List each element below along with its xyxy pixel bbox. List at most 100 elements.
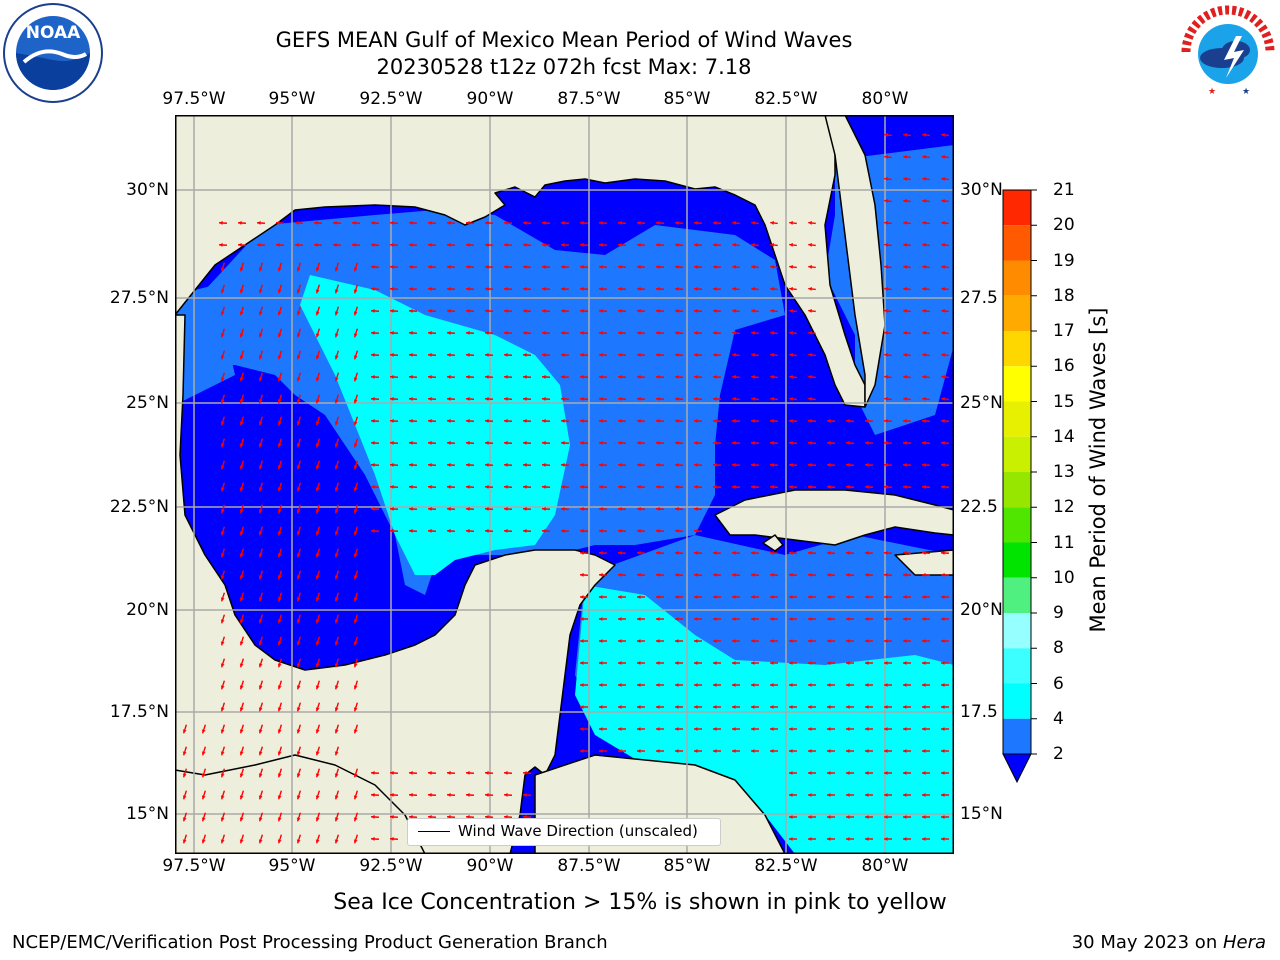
wind-wave-arrowhead <box>315 685 320 690</box>
wind-wave-arrowhead <box>296 773 301 778</box>
wind-wave-arrowhead <box>504 507 508 511</box>
wind-wave-arrowhead <box>334 839 339 844</box>
wind-wave-arrowhead <box>466 353 470 357</box>
wind-wave-arrowhead <box>447 309 451 313</box>
wind-wave-arrowhead <box>315 289 320 294</box>
wind-wave-arrowhead <box>789 617 793 621</box>
wind-wave-arrowhead <box>694 397 698 401</box>
wind-wave-arrowhead <box>694 441 698 445</box>
map-legend: Wind Wave Direction (unscaled) <box>407 818 721 846</box>
wind-wave-arrowhead <box>903 265 907 269</box>
wind-wave-arrowhead <box>353 707 358 712</box>
wind-wave-arrowhead <box>618 419 622 423</box>
wind-wave-arrowhead <box>219 243 223 247</box>
wind-wave-arrowhead <box>732 463 736 467</box>
wind-wave-arrowhead <box>618 727 622 731</box>
footer-credit: NCEP/EMC/Verification Post Processing Pr… <box>12 932 608 953</box>
wind-wave-arrowhead <box>428 287 432 291</box>
wind-wave-arrowhead <box>277 311 282 316</box>
wind-wave-arrowhead <box>353 465 358 470</box>
wind-wave-arrowhead <box>599 639 603 643</box>
wind-wave-arrowhead <box>732 309 736 313</box>
wind-wave-arrowhead <box>941 837 945 841</box>
wind-wave-arrowhead <box>447 375 451 379</box>
wind-wave-arrowhead <box>751 485 755 489</box>
chart-subtitle: 20230528 t12z 072h fcst Max: 7.18 <box>376 55 752 79</box>
wind-wave-arrowhead <box>846 683 850 687</box>
wind-wave-arrowhead <box>485 221 489 225</box>
wind-wave-arrowhead <box>865 705 869 709</box>
wind-wave-arrowhead <box>808 815 812 819</box>
wind-wave-arrowhead <box>428 419 432 423</box>
wind-wave-arrowhead <box>239 619 244 624</box>
wind-wave-arrowhead <box>770 727 774 731</box>
wind-wave-arrowhead <box>485 397 489 401</box>
wind-wave-arrowhead <box>656 265 660 269</box>
wind-wave-arrowhead <box>239 487 244 492</box>
wind-wave-arrowhead <box>789 749 793 753</box>
wind-wave-arrowhead <box>220 553 225 558</box>
wind-wave-arrowhead <box>523 353 527 357</box>
wind-wave-arrowhead <box>466 265 470 269</box>
wind-wave-arrowhead <box>542 507 546 511</box>
wind-wave-arrowhead <box>258 399 263 404</box>
lat-label-left: 25°N <box>126 393 169 413</box>
wind-wave-arrowhead <box>599 573 603 577</box>
wind-wave-arrowhead <box>428 771 432 775</box>
wind-wave-arrowhead <box>789 727 793 731</box>
wind-wave-arrowhead <box>922 639 926 643</box>
wind-wave-arrowhead <box>277 487 282 492</box>
wind-wave-arrowhead <box>789 287 793 291</box>
wind-wave-arrowhead <box>789 375 793 379</box>
wind-wave-arrowhead <box>390 221 394 225</box>
wind-wave-arrowhead <box>846 617 850 621</box>
wind-wave-arrowhead <box>770 485 774 489</box>
wind-wave-arrowhead <box>334 817 339 822</box>
wind-wave-arrowhead <box>523 419 527 423</box>
wind-wave-arrowhead <box>637 485 641 489</box>
wind-wave-arrowhead <box>827 793 831 797</box>
wind-wave-arrowhead <box>580 265 584 269</box>
wind-wave-arrowhead <box>618 595 622 599</box>
wind-wave-arrowhead <box>580 397 584 401</box>
wind-wave-arrowhead <box>922 199 926 203</box>
wind-wave-arrowhead <box>884 485 888 489</box>
wind-wave-arrowhead <box>504 419 508 423</box>
wind-wave-arrowhead <box>903 639 907 643</box>
wind-wave-arrowhead <box>656 551 660 555</box>
wind-wave-arrowhead <box>466 397 470 401</box>
wind-wave-arrowhead <box>922 133 926 137</box>
wind-wave-arrowhead <box>770 683 774 687</box>
wind-wave-arrowhead <box>675 507 679 511</box>
wind-wave-arrowhead <box>808 595 812 599</box>
land-isle-of-youth <box>762 534 784 552</box>
wind-wave-arrowhead <box>428 265 432 269</box>
wind-wave-arrowhead <box>808 287 812 291</box>
wind-wave-arrowhead <box>258 465 263 470</box>
wind-wave-arrowhead <box>277 421 282 426</box>
wind-wave-arrowhead <box>504 375 508 379</box>
wind-wave-arrowhead <box>865 639 869 643</box>
wind-wave-arrowhead <box>675 749 679 753</box>
wind-wave-arrowhead <box>903 705 907 709</box>
wind-wave-arrowhead <box>239 333 244 338</box>
wind-wave-arrowhead <box>922 551 926 555</box>
wind-wave-arrowhead <box>371 309 375 313</box>
wind-wave-arrowhead <box>580 617 584 621</box>
wind-wave-arrowhead <box>941 309 945 313</box>
wind-wave-arrowhead <box>580 529 584 533</box>
wind-wave-arrowhead <box>713 375 717 379</box>
wind-wave-arrowhead <box>922 221 926 225</box>
wind-wave-arrowhead <box>504 485 508 489</box>
wind-wave-arrowhead <box>238 221 242 225</box>
wind-wave-arrowhead <box>315 751 320 756</box>
wind-wave-arrowhead <box>561 353 565 357</box>
wind-wave-arrowhead <box>485 485 489 489</box>
wind-wave-arrowhead <box>637 265 641 269</box>
wind-wave-arrowhead <box>390 331 394 335</box>
wind-wave-arrowhead <box>846 595 850 599</box>
wind-wave-arrowhead <box>789 243 793 247</box>
wind-wave-arrowhead <box>258 773 263 778</box>
wind-wave-arrowhead <box>239 377 244 382</box>
wind-wave-arrowhead <box>713 485 717 489</box>
